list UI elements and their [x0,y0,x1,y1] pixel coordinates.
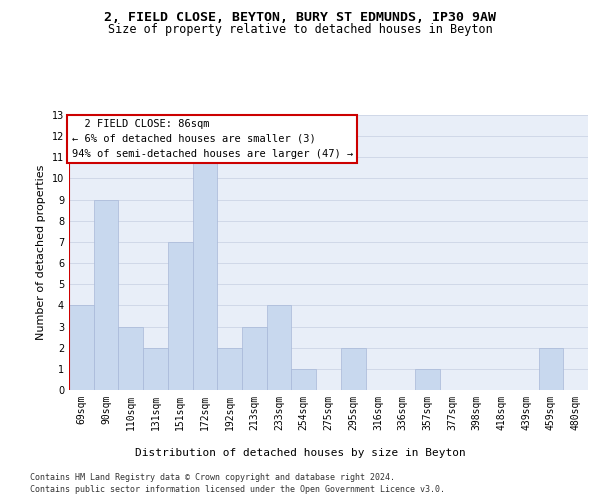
Bar [168,242,193,390]
Bar [292,369,316,390]
Bar [341,348,365,390]
Bar [143,348,168,390]
Bar [69,306,94,390]
Text: 2 FIELD CLOSE: 86sqm
← 6% of detached houses are smaller (3)
94% of semi-detache: 2 FIELD CLOSE: 86sqm ← 6% of detached ho… [71,119,353,158]
Text: Distribution of detached houses by size in Beyton: Distribution of detached houses by size … [134,448,466,458]
Bar [94,200,118,390]
Bar [267,306,292,390]
Bar [118,326,143,390]
Text: Size of property relative to detached houses in Beyton: Size of property relative to detached ho… [107,22,493,36]
Bar [539,348,563,390]
Y-axis label: Number of detached properties: Number of detached properties [36,165,46,340]
Bar [217,348,242,390]
Text: Contains HM Land Registry data © Crown copyright and database right 2024.: Contains HM Land Registry data © Crown c… [30,472,395,482]
Bar [242,326,267,390]
Bar [415,369,440,390]
Text: 2, FIELD CLOSE, BEYTON, BURY ST EDMUNDS, IP30 9AW: 2, FIELD CLOSE, BEYTON, BURY ST EDMUNDS,… [104,11,496,24]
Bar [193,158,217,390]
Text: Contains public sector information licensed under the Open Government Licence v3: Contains public sector information licen… [30,485,445,494]
